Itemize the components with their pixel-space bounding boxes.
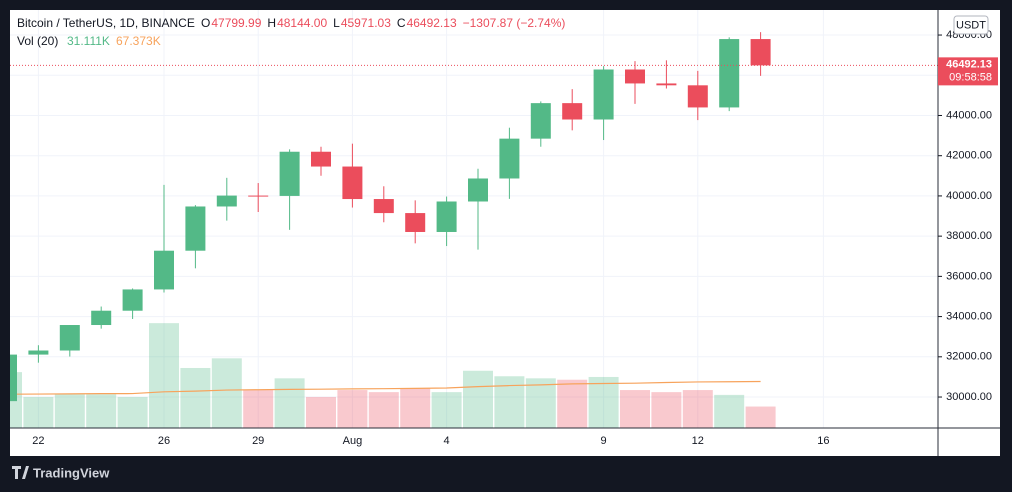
volume-bar <box>557 379 588 428</box>
y-tick-label: 38000.00 <box>946 230 992 242</box>
y-tick-label: 34000.00 <box>946 310 992 322</box>
candle-body <box>405 213 426 232</box>
ohlc-value: 47799.99 <box>211 16 261 30</box>
price-label-box <box>938 57 998 86</box>
price-label: 46492.13 <box>946 58 992 70</box>
volume-bar <box>306 396 336 428</box>
volume-bar <box>588 376 619 428</box>
candle-body <box>750 39 771 66</box>
candle-body <box>468 178 488 202</box>
volume-bar <box>23 396 54 428</box>
y-tick-label: 36000.00 <box>946 270 992 282</box>
candle-body <box>436 201 457 232</box>
change: −1307.87 (−2.74%) <box>463 16 566 30</box>
volume-bar <box>243 390 274 428</box>
y-tick-label: 44000.00 <box>946 109 992 121</box>
candle-body <box>311 151 331 167</box>
x-tick-label: 22 <box>32 435 44 447</box>
volume-bar <box>180 367 211 428</box>
volume-bar <box>211 358 242 428</box>
candle-body <box>530 103 551 139</box>
volume-bar <box>714 394 745 428</box>
candle-body <box>719 39 740 108</box>
currency[interactable]: USDT <box>956 19 986 31</box>
y-tick-label: 32000.00 <box>946 351 992 363</box>
volume-ma <box>10 380 761 395</box>
candle-body <box>342 166 363 200</box>
ohlc-legend: O 47799.99 H 48144.00 L 45971.03 C 46492.13 −130… <box>201 16 565 30</box>
ohlc-key: H <box>267 16 276 30</box>
ohlc-key: L <box>333 16 340 30</box>
currency-box[interactable] <box>953 15 989 35</box>
chart-area <box>10 10 1000 456</box>
y-tick-label: 42000.00 <box>946 150 992 162</box>
ohlc-key: C <box>397 16 406 30</box>
volume-bar <box>463 370 493 428</box>
volume-bar <box>494 376 525 428</box>
candle-body <box>625 69 645 84</box>
volume-ma-value: 67.373K <box>116 34 161 48</box>
candle-body <box>687 85 708 108</box>
volume-bar <box>149 323 179 428</box>
candle-body <box>373 199 394 214</box>
volume-bar <box>274 378 305 428</box>
x-tick-label: 4 <box>444 435 450 447</box>
volume-bar <box>620 390 650 428</box>
volume-bar <box>368 392 399 428</box>
candle-body <box>279 151 300 196</box>
candle-body <box>656 83 677 86</box>
candle-body <box>185 206 206 251</box>
volume-pane <box>10 323 776 428</box>
candle-body <box>154 250 174 290</box>
candle-pane <box>10 32 938 402</box>
volume-bar <box>525 378 556 428</box>
axes: 30000.00 32000.00 34000.00 36000.00 38000.00… <box>32 29 998 447</box>
candle-body <box>593 69 614 120</box>
candle-body <box>248 195 269 197</box>
ohlc-value: 48144.00 <box>277 16 327 30</box>
brand: TradingView <box>33 465 110 480</box>
candle-body <box>562 103 583 120</box>
volume-bar <box>400 387 431 428</box>
ohlc-value: 45971.03 <box>341 16 391 30</box>
volume-bar <box>745 406 776 428</box>
volume-bar <box>651 392 682 428</box>
candle-body <box>122 289 143 311</box>
y-tick-label: 40000.00 <box>946 190 992 202</box>
x-tick-label: 26 <box>158 435 170 447</box>
y-tick-label: 30000.00 <box>946 391 992 403</box>
countdown: 09:58:58 <box>949 71 992 83</box>
x-tick-label: 29 <box>252 435 264 447</box>
logo: TradingView <box>12 465 110 480</box>
volume-bar <box>117 396 148 428</box>
candle-body <box>28 350 49 355</box>
volume-bar <box>54 394 85 428</box>
candle-body <box>59 325 80 351</box>
volume-bar <box>431 392 462 428</box>
x-tick-label: Aug <box>343 435 363 447</box>
candle-body <box>499 138 520 179</box>
volume-bar <box>86 394 117 428</box>
x-tick-label: 16 <box>817 435 829 447</box>
candle-body <box>216 195 237 207</box>
symbol: Bitcoin / TetherUS, 1D, BINANCE <box>17 16 195 30</box>
candle-body <box>91 310 112 326</box>
x-tick-label: 12 <box>692 435 704 447</box>
x-tick-label: 9 <box>601 435 607 447</box>
volume-indicator: Vol (20) <box>17 34 58 48</box>
candle-body <box>10 354 17 402</box>
volume-bar <box>337 390 368 428</box>
ohlc-key: O <box>201 16 210 30</box>
ohlc-value: 46492.13 <box>407 16 457 30</box>
volume-bar <box>682 390 713 428</box>
volume-value: 31.111K <box>67 34 110 48</box>
